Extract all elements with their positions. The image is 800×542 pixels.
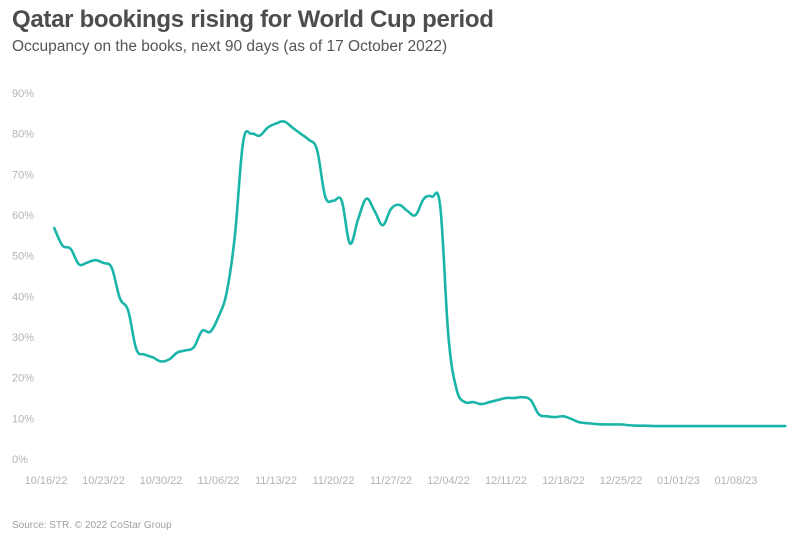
- x-tick-label: 11/13/22: [255, 475, 297, 487]
- y-tick-label: 50%: [12, 251, 34, 263]
- source-note: Source: STR. © 2022 CoStar Group: [12, 520, 172, 531]
- x-tick-label: 12/11/22: [485, 475, 527, 487]
- y-tick-label: 60%: [12, 210, 34, 222]
- chart-subtitle: Occupancy on the books, next 90 days (as…: [12, 38, 448, 55]
- x-tick-label: 12/18/22: [542, 475, 585, 487]
- occupancy-series-line: [52, 119, 787, 428]
- x-tick-label: 12/04/22: [427, 475, 470, 487]
- y-tick-label: 40%: [12, 291, 34, 303]
- y-axis-ticks: 0% 10% 20% 30% 40% 50% 60% 70% 80% 90%: [12, 88, 34, 466]
- x-tick-label: 11/06/22: [197, 475, 239, 487]
- y-tick-label: 10%: [12, 413, 34, 425]
- line-chart: 0%10%20%30%40%50%60%70%80%90% 10/16/22 10…: [12, 88, 787, 487]
- x-tick-label: 01/01/23: [657, 475, 700, 487]
- y-tick-label: 70%: [12, 169, 34, 181]
- series-layer: [52, 119, 787, 428]
- y-tick-label: 0%: [12, 454, 28, 466]
- x-tick-label: 11/27/22: [370, 475, 412, 487]
- y-tick-label: 90%: [12, 88, 34, 100]
- x-tick-label: 12/25/22: [600, 475, 643, 487]
- y-tick-label: 80%: [12, 129, 34, 141]
- x-tick-label: 10/16/22: [25, 475, 68, 487]
- x-axis-ticks: 10/16/22 10/23/22 10/30/22 11/06/22 11/13/22…: [25, 475, 758, 487]
- x-tick-label: 10/30/22: [140, 475, 183, 487]
- x-tick-label: 01/08/23: [715, 475, 758, 487]
- x-tick-label: 10/23/22: [82, 475, 125, 487]
- x-tick-label: 11/20/22: [312, 475, 354, 487]
- chart-title: Qatar bookings rising for World Cup peri…: [12, 6, 494, 33]
- y-tick-label: 30%: [12, 332, 34, 344]
- y-tick-label: 20%: [12, 373, 34, 385]
